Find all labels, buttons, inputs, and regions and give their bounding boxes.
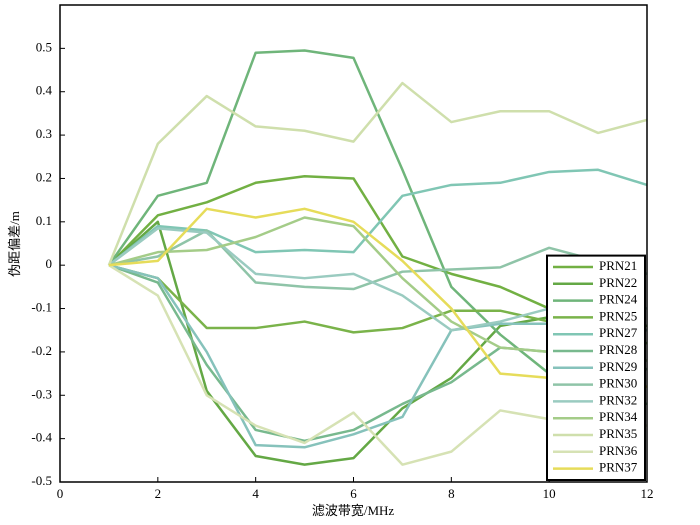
y-tick-label: 0.3 bbox=[36, 126, 52, 141]
y-tick-label: -0.3 bbox=[31, 386, 52, 401]
legend-label: PRN36 bbox=[599, 443, 638, 458]
legend-label: PRN21 bbox=[599, 258, 637, 273]
legend-label: PRN30 bbox=[599, 376, 637, 391]
legend-label: PRN32 bbox=[599, 392, 637, 407]
legend-label: PRN27 bbox=[599, 325, 638, 340]
y-tick-label: 0 bbox=[46, 256, 53, 271]
legend-label: PRN28 bbox=[599, 342, 637, 357]
x-tick-label: 0 bbox=[57, 486, 64, 501]
y-tick-label: -0.1 bbox=[31, 300, 52, 315]
series-line bbox=[108, 168, 648, 267]
y-tick-label: 0.5 bbox=[36, 39, 52, 54]
x-tick-label: 2 bbox=[155, 486, 162, 501]
series-line bbox=[108, 229, 648, 291]
x-tick-label: 8 bbox=[448, 486, 455, 501]
legend-label: PRN24 bbox=[599, 292, 638, 307]
y-tick-label: -0.2 bbox=[31, 343, 52, 358]
y-tick-label: -0.4 bbox=[31, 430, 52, 445]
legend-label: PRN25 bbox=[599, 308, 637, 323]
y-tick-label: -0.5 bbox=[31, 473, 52, 488]
y-tick-label: 0.1 bbox=[36, 213, 52, 228]
x-tick-label: 12 bbox=[641, 486, 654, 501]
legend-label: PRN35 bbox=[599, 426, 637, 441]
y-tick-label: 0.2 bbox=[36, 169, 52, 184]
x-tick-label: 10 bbox=[543, 486, 556, 501]
legend-label: PRN37 bbox=[599, 460, 638, 475]
series-line bbox=[107, 81, 648, 266]
y-tick-label: 0.4 bbox=[36, 83, 53, 98]
legend-label: PRN29 bbox=[599, 359, 637, 374]
x-tick-label: 6 bbox=[350, 486, 357, 501]
y-axis-label: 伪距偏差/m bbox=[7, 211, 22, 277]
x-axis-label: 滤波带宽/MHz bbox=[312, 503, 395, 518]
x-tick-label: 4 bbox=[252, 486, 259, 501]
legend-label: PRN22 bbox=[599, 275, 637, 290]
plot-frame bbox=[59, 4, 648, 483]
legend-label: PRN34 bbox=[599, 409, 638, 424]
